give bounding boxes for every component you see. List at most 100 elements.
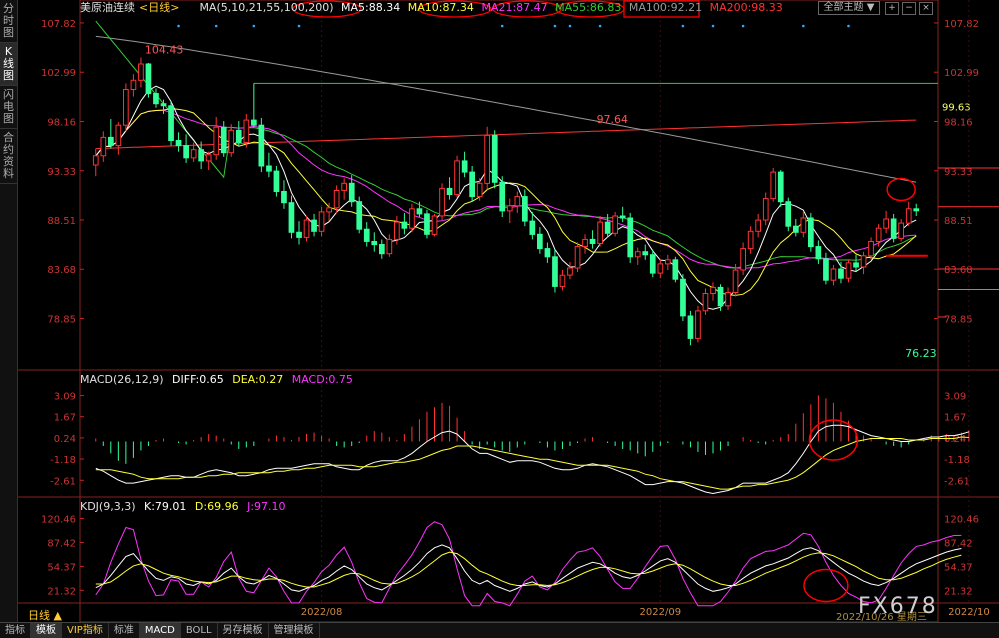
kdj-tick-label-left: 54.37 (47, 562, 76, 573)
tab-indicators[interactable]: 指标 (0, 623, 31, 638)
price-tick-label-left: 88.51 (47, 216, 76, 227)
candle-body (506, 205, 513, 212)
price-tick-label-right: 83.68 (944, 265, 973, 276)
signal-dot (500, 24, 504, 28)
macd-value: MACD:0.75 (291, 373, 353, 386)
candle-body (446, 187, 453, 195)
candle-body (296, 231, 302, 238)
instrument-name: 美原油连续 (80, 1, 135, 14)
add-icon[interactable]: + (885, 2, 899, 15)
tab-timeshare[interactable]: 分时图 (0, 0, 17, 43)
candle-body (363, 228, 370, 242)
candle-body (672, 259, 679, 280)
ma100-value: MA100:92.21 (628, 1, 703, 14)
macd-dea: DEA:0.27 (232, 373, 284, 386)
plot-frame (79, 0, 939, 622)
signal-dot (252, 24, 256, 28)
candle-body (860, 255, 867, 268)
candle-body (416, 208, 423, 215)
macd-tick-label-left: -2.61 (50, 476, 76, 487)
tab-contract-info[interactable]: 合约资料 (0, 129, 17, 184)
candle-body (853, 262, 859, 268)
tab-boll[interactable]: BOLL (181, 623, 218, 638)
candle-body (379, 244, 385, 255)
kdj-k: K:79.01 (144, 500, 187, 513)
time-axis-label: 2022/09 (640, 607, 682, 618)
tab-standard[interactable]: 标准 (109, 623, 140, 638)
candle-body (341, 182, 347, 191)
candle-body (898, 222, 904, 239)
kdj-params: KDJ(9,3,3) (80, 500, 136, 513)
candle-body (220, 126, 227, 154)
candle-body (303, 219, 310, 238)
annotation-circle (808, 419, 859, 461)
price-tick-label-right: 93.33 (944, 167, 973, 178)
close-icon[interactable]: × (919, 2, 933, 15)
kdj-tick-label-left: 120.46 (41, 514, 76, 525)
minus-icon[interactable]: − (902, 2, 916, 15)
price-tick-label-left: 98.16 (47, 117, 76, 128)
macd-tick-label-right: 3.09 (944, 392, 966, 403)
tab-vip-indicators[interactable]: VIP指标 (62, 623, 109, 638)
macd-tick-label-right: 0.24 (944, 434, 966, 445)
candle-body (326, 207, 332, 213)
signal-dot (568, 24, 572, 28)
candle-body (454, 160, 460, 196)
candle-body (815, 246, 822, 260)
tab-kline[interactable]: K线图 (0, 43, 17, 86)
signal-dot (847, 24, 850, 28)
candle-body (642, 251, 649, 256)
chart-canvas[interactable]: 107.82 107.82 102.99 102.99 98.16 98.16 93.33 9… (0, 0, 999, 622)
time-axis-label: 2022/10 (948, 607, 990, 618)
candle-body (243, 119, 250, 143)
kdj-tick-label-right: 21.32 (944, 586, 973, 597)
price-tick-label-right: 107.82 (944, 19, 979, 30)
tab-macd[interactable]: MACD (139, 623, 181, 638)
candle-body (160, 103, 167, 107)
candle-body (800, 217, 807, 233)
candle-body (251, 119, 257, 126)
candle-body (875, 227, 882, 242)
kdj-tick-label-left: 87.42 (47, 538, 76, 549)
candle-body (770, 171, 777, 200)
candle-body (145, 63, 152, 95)
candle-body (491, 134, 498, 183)
candle-body (680, 278, 686, 317)
kdj-d: D:69.96 (194, 500, 239, 513)
ma100-line (95, 35, 917, 183)
theme-select[interactable]: 全部主题 ▼ (818, 1, 880, 15)
kdj-j: J:97.10 (247, 500, 286, 513)
kdj-tick-label-right: 87.42 (944, 538, 973, 549)
candle-body (838, 268, 844, 279)
price-tick-label-right: 98.16 (944, 117, 973, 128)
candle-body (823, 258, 829, 281)
extreme-price-label: 104.43 (145, 44, 184, 57)
macd-tick-label-left: -1.18 (50, 455, 76, 466)
candle-body (514, 196, 521, 207)
candle-body (552, 256, 558, 287)
kdj-tick-label-right: 54.37 (944, 562, 973, 573)
tab-manage-templates[interactable]: 管理模板 (269, 623, 320, 638)
tab-save-template[interactable]: 另存模板 (218, 623, 269, 638)
tab-templates[interactable]: 模板 (31, 623, 62, 638)
tab-flash[interactable]: 闪电图 (0, 86, 17, 129)
candle-body (198, 149, 205, 162)
candle-body (213, 126, 220, 156)
candle-body (725, 292, 731, 307)
candle-body (702, 293, 709, 312)
chevron-down-icon: ▼ (866, 2, 875, 13)
candle-body (710, 286, 716, 294)
period-toggle[interactable]: 日线 ▲ (28, 609, 62, 622)
candle-body (484, 134, 490, 184)
kdj-header: KDJ(9,3,3) K:79.01 D:69.96 J:97.10 (80, 500, 291, 514)
candle-body (747, 230, 754, 250)
candle-body (190, 149, 197, 159)
candle-body (890, 218, 897, 239)
kdj-tick-label-left: 21.32 (47, 586, 76, 597)
kdj-tick-label-right: 120.46 (944, 514, 979, 525)
ma5-line (95, 85, 917, 310)
bottom-toolbar: 指标 模板 VIP指标 标准 MACD BOLL 另存模板 管理模板 (0, 622, 999, 638)
signal-dot (214, 24, 218, 28)
kdj-j-line (95, 521, 962, 607)
extreme-price-label: 76.23 (905, 347, 937, 360)
